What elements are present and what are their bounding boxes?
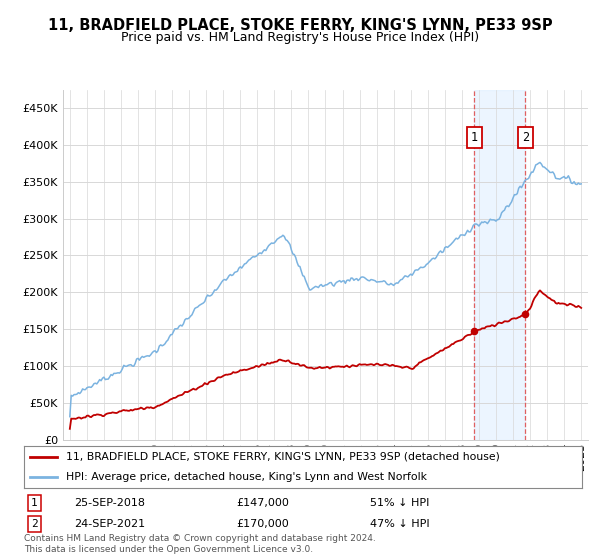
Text: 24-SEP-2021: 24-SEP-2021	[74, 519, 145, 529]
Text: 25-SEP-2018: 25-SEP-2018	[74, 498, 145, 508]
Text: 11, BRADFIELD PLACE, STOKE FERRY, KING'S LYNN, PE33 9SP (detached house): 11, BRADFIELD PLACE, STOKE FERRY, KING'S…	[66, 452, 500, 462]
Text: 2: 2	[522, 131, 529, 144]
Bar	[475, 90, 526, 440]
Text: HPI: Average price, detached house, King's Lynn and West Norfolk: HPI: Average price, detached house, King…	[66, 472, 427, 482]
Text: £147,000: £147,000	[236, 498, 289, 508]
Text: 11, BRADFIELD PLACE, STOKE FERRY, KING'S LYNN, PE33 9SP: 11, BRADFIELD PLACE, STOKE FERRY, KING'S…	[47, 18, 553, 32]
Text: 51% ↓ HPI: 51% ↓ HPI	[370, 498, 430, 508]
Text: Contains HM Land Registry data © Crown copyright and database right 2024.
This d: Contains HM Land Registry data © Crown c…	[24, 534, 376, 554]
Text: 47% ↓ HPI: 47% ↓ HPI	[370, 519, 430, 529]
Text: 1: 1	[471, 131, 478, 144]
Text: Price paid vs. HM Land Registry's House Price Index (HPI): Price paid vs. HM Land Registry's House …	[121, 31, 479, 44]
Text: 1: 1	[31, 498, 37, 508]
Text: 2: 2	[31, 519, 37, 529]
Text: £170,000: £170,000	[236, 519, 289, 529]
